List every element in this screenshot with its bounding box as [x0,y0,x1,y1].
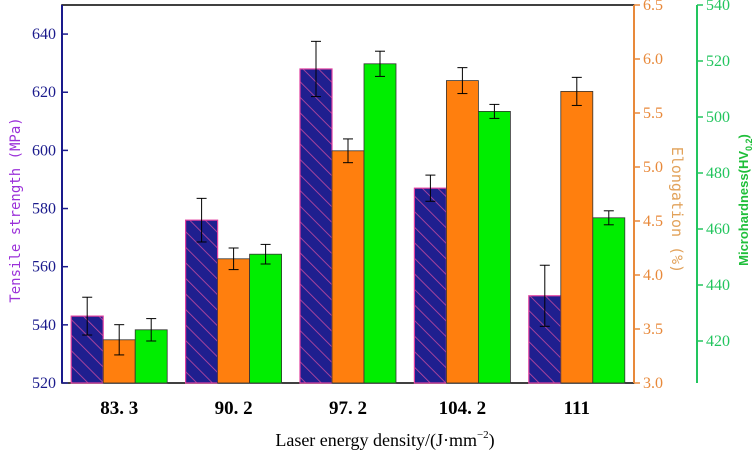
x-tick-label-1: 90. 2 [215,398,253,419]
right-axis-title-close: ) [736,134,751,138]
left-tick-label-2: 560 [32,259,56,276]
middle-tick-label-0: 3.0 [643,375,663,392]
middle-tick-label-6: 6.0 [643,51,663,68]
middle-tick-label-1: 3.5 [643,321,663,338]
right-tick-label-1: 440 [706,277,730,294]
right-axis-title-main: Microhardness(HV [736,151,751,266]
bar-microhardness-4 [592,217,626,384]
bar-elongation-2 [331,150,365,384]
bar-tensile-strength-3 [413,187,447,384]
left-tick-label-4: 600 [32,142,56,159]
x-axis-title-sup: −2 [477,429,489,441]
left-tick-label-0: 520 [32,375,56,392]
middle-axis-title: Elongation (%) [668,147,686,273]
left-tick-label-3: 580 [32,201,56,218]
right-tick-label-6: 540 [706,0,730,14]
middle-tick-label-5: 5.5 [643,105,663,122]
middle-tick-label-2: 4.0 [643,267,663,284]
right-tick-label-0: 420 [706,333,730,350]
middle-tick-label-3: 4.5 [643,213,663,230]
x-axis-title-main: Laser energy density/(J·mm [275,430,477,451]
x-tick-label-3: 104. 2 [439,398,487,419]
x-axis-title-close: ) [489,430,495,451]
bar-microhardness-2 [363,63,397,384]
x-axis-title: Laser energy density/(J·mm−2) [275,429,494,451]
ticks-group: 83. 3 90. 2 97. 2 104. 2 111 520 540 560 580 600 6… [32,0,730,419]
left-tick-label-1: 540 [32,317,56,334]
left-tick-label-5: 620 [32,84,56,101]
right-tick-label-2: 460 [706,221,730,238]
bar-elongation-3 [445,80,479,384]
right-tick-label-5: 520 [706,53,730,70]
right-tick-label-3: 480 [706,165,730,182]
bar-microhardness-3 [477,111,511,384]
bar-tensile-strength-2 [299,68,333,384]
left-axis-title: Tensile strength (MPa) [8,117,24,302]
bar-tensile-strength-1 [185,219,219,384]
bar-microhardness-1 [249,253,283,384]
middle-tick-label-7: 6.5 [643,0,663,14]
x-tick-label-0: 83. 3 [100,398,138,419]
bar-elongation-4 [560,91,594,384]
x-tick-label-4: 111 [564,398,590,419]
middle-tick-label-4: 5.0 [643,159,663,176]
bars-group [70,40,626,384]
x-tick-label-2: 97. 2 [329,398,367,419]
right-axis-title: Microhardness(HV0.2) [736,134,754,266]
right-axis-title-sub: 0.2 [744,138,754,151]
left-tick-label-6: 640 [32,26,56,43]
bar-elongation-1 [217,258,251,384]
right-tick-label-4: 500 [706,109,730,126]
